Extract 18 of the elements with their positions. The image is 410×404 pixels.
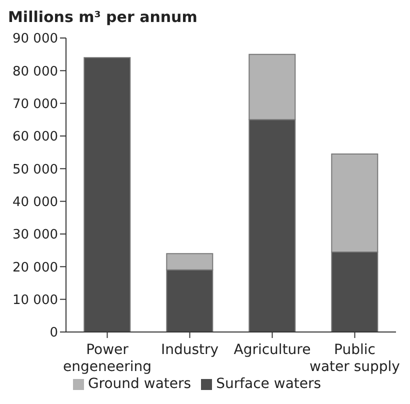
- y-tick-label: 30 000: [12, 228, 58, 243]
- x-tick-label: Agriculture: [234, 342, 311, 358]
- y-tick-label: 60 000: [12, 130, 58, 145]
- y-tick-label: 80 000: [12, 64, 58, 80]
- chart-title: Millions m³ per annum: [8, 8, 198, 28]
- y-tick-label: 10 000: [12, 292, 58, 308]
- y-tick-label: 70 000: [12, 96, 58, 112]
- x-tick-label: Public water supply: [310, 342, 400, 375]
- x-tick-label: Industry: [160, 342, 219, 358]
- legend-label: Surface waters: [216, 376, 322, 392]
- legend-label: Ground waters: [88, 376, 192, 392]
- y-tick-label: 50 000: [12, 162, 58, 178]
- y-tick-label: 90 000: [12, 32, 58, 47]
- y-tick-label: 40 000: [12, 194, 58, 210]
- bar: [84, 57, 131, 332]
- x-tick-label: Power engeneering: [63, 342, 152, 375]
- y-tick-label: 20 000: [12, 260, 58, 276]
- y-tick-label: 0: [50, 326, 58, 341]
